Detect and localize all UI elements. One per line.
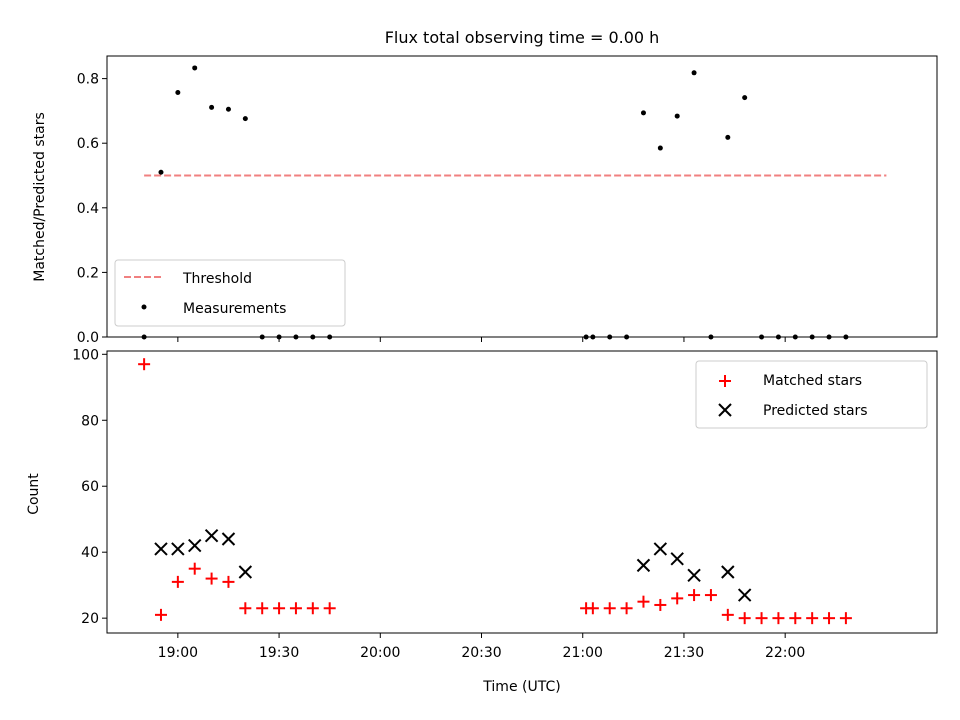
matched-star-point: [603, 602, 616, 615]
bottom-y-tick-label: 40: [81, 545, 99, 561]
matched-star-point: [755, 612, 768, 625]
matched-star-point: [239, 602, 252, 615]
matched-star-point: [205, 572, 218, 585]
predicted-star-point: [154, 542, 168, 556]
matched-star-point: [620, 602, 633, 615]
bottom-y-tick-label: 20: [81, 611, 99, 627]
top-y-tick-label: 0.4: [77, 201, 99, 217]
matched-star-point: [586, 602, 599, 615]
bottom-x-tick-label: 22:00: [765, 645, 805, 661]
top-y-tick-label: 0.6: [77, 136, 99, 152]
measurements-legend-swatch: [141, 304, 147, 310]
matched-star-point: [654, 598, 667, 611]
bottom-x-tick-label: 20:00: [360, 645, 400, 661]
bottom-y-tick-label: 80: [81, 413, 99, 429]
threshold-legend-label: Threshold: [182, 271, 252, 287]
measurement-point: [674, 113, 680, 119]
bottom-legend: Matched stars Predicted stars: [695, 360, 928, 429]
predicted-star-point: [670, 552, 684, 566]
matched-star-point: [138, 358, 151, 371]
top-y-tick-label: 0.8: [77, 72, 99, 88]
predicted-star-point: [221, 532, 236, 546]
predicted-star-point: [653, 542, 668, 556]
measurements-legend-label: Measurements: [183, 301, 286, 317]
measurement-point: [192, 65, 198, 71]
bottom-y-tick-label: 60: [81, 479, 99, 495]
matched-star-point: [688, 589, 701, 602]
top-legend-box: [114, 259, 346, 327]
measurement-point: [725, 134, 731, 140]
measurement-point: [175, 89, 181, 95]
matched-star-point: [823, 612, 836, 625]
matched-star-point: [273, 602, 286, 615]
measurement-point: [742, 95, 748, 101]
predicted-star-point: [171, 542, 185, 556]
bottom-x-tick-label: 20:30: [461, 645, 501, 661]
matched-star-point: [637, 595, 650, 608]
bottom-x-tick-label: 19:00: [158, 645, 198, 661]
matched-star-point: [256, 602, 269, 615]
top-axes-frame: [106, 55, 938, 338]
bottom-plot-area: [138, 358, 852, 625]
bottom-y-axis-label: Count: [26, 473, 42, 515]
matched-stars-legend-swatch: [719, 375, 731, 387]
matched-star-point: [222, 575, 235, 588]
predicted-star-point: [721, 565, 735, 579]
top-y-tick-label: 0.2: [77, 265, 99, 281]
predicted-star-point: [687, 568, 701, 582]
measurement-point: [225, 106, 231, 112]
measurement-point: [209, 104, 215, 110]
bottom-ticks: 20 40 60 80 100 19:00 19:30 20:00 20:30 21:00 21:3…: [72, 347, 805, 661]
bottom-x-tick-label: 19:30: [259, 645, 299, 661]
measurement-point: [242, 116, 248, 122]
matched-star-point: [721, 608, 734, 621]
matched-star-point: [154, 608, 167, 621]
bottom-x-tick-label: 21:00: [563, 645, 603, 661]
top-y-ticks: 0.0 0.2 0.4 0.6 0.8: [77, 72, 786, 346]
measurement-point: [657, 145, 663, 151]
top-chart-title: Flux total observing time = 0.00 h: [385, 28, 660, 47]
predicted-star-point: [636, 558, 651, 573]
predicted-stars-legend-label: Predicted stars: [763, 403, 868, 419]
predicted-star-point: [188, 538, 202, 553]
bottom-axes-frame: [106, 350, 938, 634]
matched-star-point: [671, 592, 684, 605]
bottom-x-axis-label: Time (UTC): [482, 679, 560, 695]
matched-star-point: [289, 602, 302, 615]
matched-star-point: [188, 562, 201, 575]
matched-star-point: [171, 575, 184, 588]
matched-star-point: [738, 612, 751, 625]
measurement-point: [640, 110, 646, 116]
matched-star-point: [772, 612, 785, 625]
matched-stars-legend-label: Matched stars: [763, 373, 862, 389]
bottom-legend-box: [695, 360, 928, 429]
predicted-stars-legend-swatch: [718, 403, 732, 417]
measurement-point: [158, 169, 164, 175]
matched-star-point: [323, 602, 336, 615]
matched-star-point: [306, 602, 319, 615]
predicted-star-point: [238, 565, 253, 579]
top-y-axis-label: Matched/Predicted stars: [32, 112, 48, 282]
top-y-tick-label: 0.0: [77, 330, 99, 346]
matched-star-point: [704, 589, 717, 602]
matched-star-point: [806, 612, 819, 625]
measurement-point: [691, 70, 697, 76]
matched-star-point: [839, 612, 852, 625]
top-plot-area: [141, 65, 887, 340]
predicted-star-point: [737, 588, 752, 602]
matched-star-point: [789, 612, 802, 625]
bottom-x-tick-label: 21:30: [664, 645, 704, 661]
bottom-y-tick-label: 100: [72, 347, 99, 363]
predicted-star-point: [204, 528, 219, 543]
top-legend: Threshold Measurements: [114, 259, 346, 327]
